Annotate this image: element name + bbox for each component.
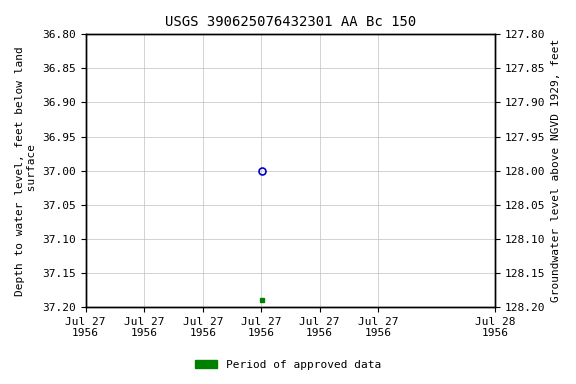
Legend: Period of approved data: Period of approved data: [191, 356, 385, 375]
Y-axis label: Depth to water level, feet below land
 surface: Depth to water level, feet below land su…: [15, 46, 37, 296]
Title: USGS 390625076432301 AA Bc 150: USGS 390625076432301 AA Bc 150: [165, 15, 416, 29]
Y-axis label: Groundwater level above NGVD 1929, feet: Groundwater level above NGVD 1929, feet: [551, 39, 561, 302]
